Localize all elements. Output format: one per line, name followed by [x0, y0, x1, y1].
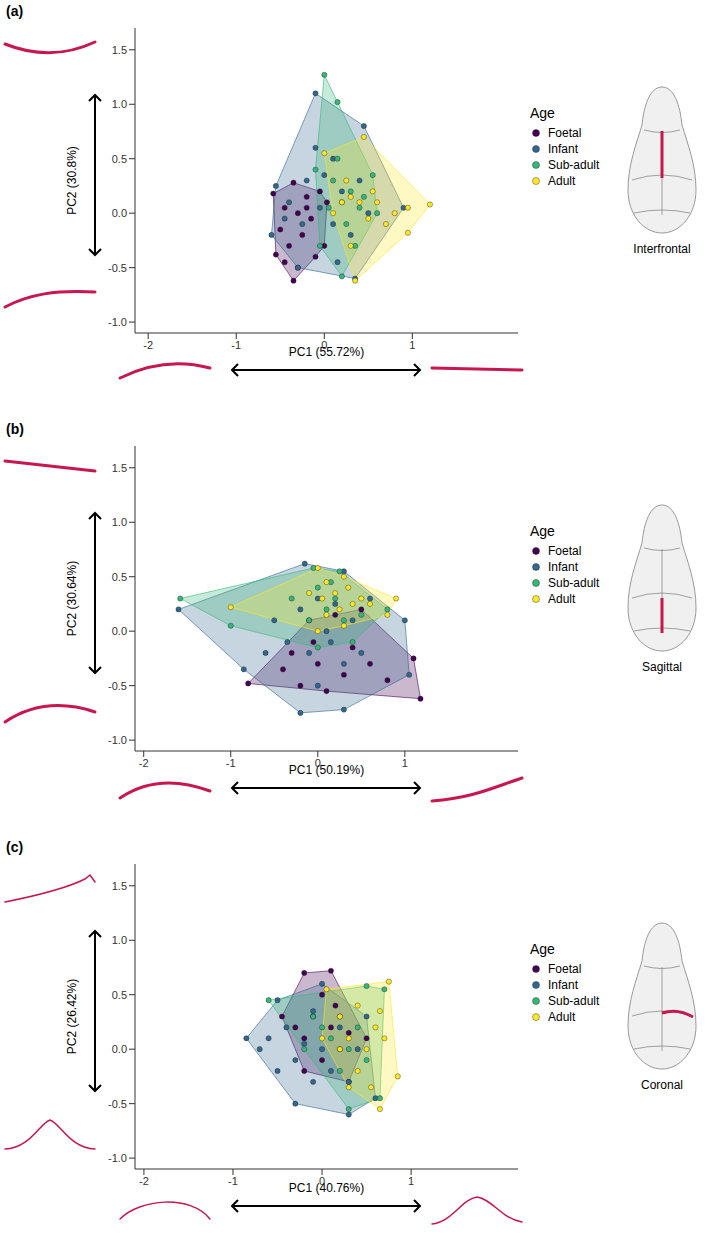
svg-text:0.5: 0.5: [112, 989, 127, 1001]
svg-text:-1.0: -1.0: [108, 316, 127, 328]
svg-text:Interfrontal: Interfrontal: [633, 242, 690, 256]
svg-text:1.0: 1.0: [112, 98, 127, 110]
svg-text:1: 1: [409, 339, 415, 351]
svg-text:PC1 (50.19%): PC1 (50.19%): [289, 763, 364, 777]
svg-text:1: 1: [402, 757, 408, 769]
html-text:Sub-adult: Sub-adult: [548, 158, 600, 172]
svg-text:1.5: 1.5: [112, 880, 127, 892]
svg-text:1.5: 1.5: [112, 462, 127, 474]
svg-text:(b): (b): [6, 421, 24, 437]
svg-text:1.5: 1.5: [112, 44, 127, 56]
svg-text:-0.5: -0.5: [108, 1098, 127, 1110]
svg-text:-1.0: -1.0: [108, 1152, 127, 1164]
svg-text:PC1 (55.72%): PC1 (55.72%): [288, 345, 365, 359]
svg-text:0.0: 0.0: [112, 207, 127, 219]
svg-text:-1: -1: [228, 1175, 238, 1187]
svg-text:0: 0: [315, 757, 321, 769]
svg-text:-2: -2: [143, 339, 153, 351]
svg-text:0: 0: [319, 1175, 325, 1187]
svg-text:(a): (a): [6, 3, 23, 19]
svg-text:PC2 (30.64%): PC2 (30.64%): [65, 561, 79, 636]
svg-text:0.0: 0.0: [112, 625, 127, 637]
svg-text:1.0: 1.0: [112, 516, 127, 528]
svg-text:0: 0: [321, 339, 327, 351]
html-text:Age: Age: [530, 941, 555, 957]
svg-text:0.0: 0.0: [112, 1043, 127, 1055]
html-text:Foetal: Foetal: [548, 544, 582, 558]
html-text:Foetal: Foetal: [548, 962, 582, 976]
html-text:Sub-adult: Sub-adult: [548, 994, 600, 1008]
svg-text:-2: -2: [139, 757, 149, 769]
html-text:Infant: Infant: [548, 978, 578, 992]
svg-text:-0.5: -0.5: [108, 680, 127, 692]
svg-text:-1.0: -1.0: [108, 734, 127, 746]
html-text:Adult: Adult: [548, 592, 576, 606]
svg-text:1: 1: [408, 1175, 414, 1187]
html-text:Infant: Infant: [548, 142, 578, 156]
svg-text:PC1 (40.76%): PC1 (40.76%): [289, 1181, 364, 1195]
html-text:Adult: Adult: [548, 1010, 576, 1024]
svg-text:-1: -1: [226, 757, 236, 769]
svg-text:Sagittal: Sagittal: [642, 660, 682, 674]
svg-text:Coronal: Coronal: [641, 1078, 683, 1092]
svg-text:(c): (c): [6, 839, 23, 855]
svg-text:-1: -1: [231, 339, 241, 351]
svg-text:PC2 (30.8%): PC2 (30.8%): [65, 146, 79, 215]
html-text:Infant: Infant: [548, 560, 578, 574]
html-text:Age: Age: [530, 105, 555, 121]
svg-text:PC2 (26.42%): PC2 (26.42%): [65, 979, 79, 1054]
svg-text:-0.5: -0.5: [108, 262, 127, 274]
html-text:Foetal: Foetal: [548, 126, 582, 140]
html-text:Age: Age: [530, 523, 555, 539]
html-text:Sub-adult: Sub-adult: [548, 576, 600, 590]
html-text:Adult: Adult: [548, 174, 576, 188]
svg-text:0.5: 0.5: [112, 153, 127, 165]
svg-text:-2: -2: [139, 1175, 149, 1187]
svg-text:0.5: 0.5: [112, 571, 127, 583]
svg-text:1.0: 1.0: [112, 934, 127, 946]
